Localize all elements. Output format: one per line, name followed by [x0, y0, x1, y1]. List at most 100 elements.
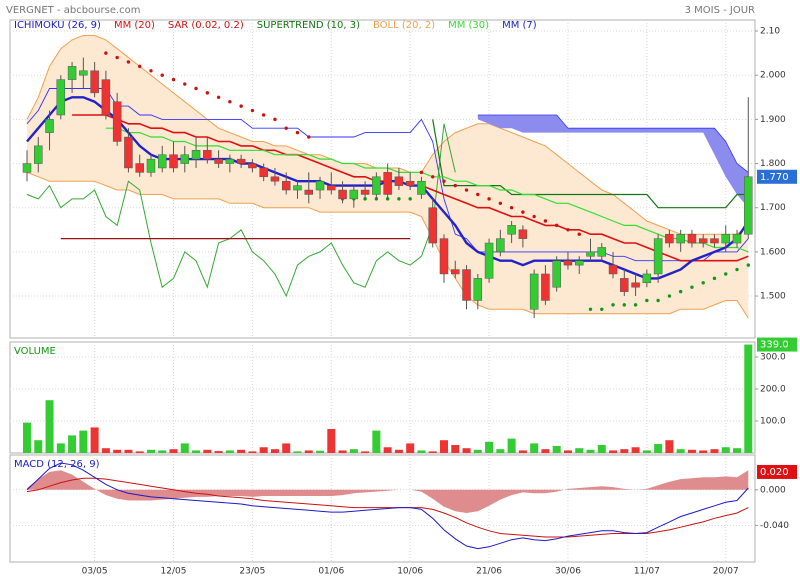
- sar-dot: [600, 307, 604, 311]
- candle-body: [428, 207, 437, 244]
- x-tick-label: 03/05: [82, 567, 108, 577]
- volume-bar: [530, 443, 539, 453]
- panel-frame: [9, 341, 756, 454]
- sar-dot: [442, 179, 446, 183]
- x-tick-label: 23/05: [239, 567, 265, 577]
- sar-dot: [261, 113, 266, 117]
- y-tick-label: 1.600: [760, 247, 786, 257]
- candle-body: [462, 269, 471, 301]
- candle-body: [417, 180, 426, 195]
- candle-body: [620, 278, 629, 292]
- sar-dot: [633, 303, 638, 307]
- candle-body: [541, 273, 550, 301]
- volume-bar: [383, 447, 392, 453]
- sar-dot: [588, 307, 593, 311]
- candle-body: [67, 66, 77, 80]
- volume-bar: [169, 449, 178, 453]
- sar-dot: [104, 51, 108, 55]
- candle-body: [349, 189, 359, 200]
- legend-entry: SUPERTREND (10, 3): [257, 20, 360, 31]
- volume-bar: [620, 449, 629, 453]
- volume-bar: [563, 450, 572, 453]
- candle-body: [586, 251, 595, 257]
- volume-bar: [146, 449, 155, 453]
- sar-dot: [138, 64, 142, 69]
- sar-dot: [149, 69, 153, 73]
- volume-bar: [473, 449, 482, 453]
- volume-bar: [101, 448, 110, 453]
- period-label: 3 MOIS - JOUR: [685, 5, 755, 16]
- candle-body: [608, 264, 618, 275]
- sar-dot: [735, 267, 739, 272]
- volume-bar: [439, 440, 448, 453]
- candle-body: [270, 176, 280, 182]
- sar-dot: [656, 298, 660, 303]
- x-tick-label: 11/07: [634, 567, 660, 577]
- volume-bar: [451, 445, 460, 453]
- sar-dot: [250, 108, 255, 113]
- sar-dot: [284, 126, 288, 130]
- volume-bar: [316, 450, 325, 453]
- volume-bar: [676, 449, 685, 453]
- volume-bar: [327, 429, 336, 453]
- volume-bar: [733, 448, 742, 453]
- candle-body: [631, 282, 640, 288]
- sar-dot: [307, 135, 311, 139]
- volume-bar: [158, 450, 167, 453]
- volume-bar: [79, 430, 88, 453]
- candle-body: [327, 185, 336, 191]
- candle-body: [79, 70, 88, 76]
- sar-dot: [712, 276, 717, 281]
- sar-dot: [476, 192, 480, 197]
- sar-dot: [690, 285, 694, 289]
- legend-entry: MM (20): [114, 20, 155, 31]
- candle-body: [687, 233, 697, 244]
- legend-entry: MM (30): [448, 20, 489, 31]
- candle-body: [22, 163, 32, 173]
- value-tag-label: 1.770: [760, 172, 789, 183]
- x-tick-label: 10/06: [397, 567, 423, 577]
- y-tick-label: 1.800: [760, 159, 786, 169]
- candle-body: [236, 158, 246, 164]
- volume-bar: [406, 443, 415, 453]
- candle-body: [496, 238, 505, 253]
- panel-title: VOLUME: [14, 346, 56, 357]
- ichimoku-cloud: [477, 115, 749, 208]
- sar-dot: [194, 86, 198, 91]
- candle-body: [721, 233, 730, 244]
- sar-dot: [543, 219, 548, 223]
- legend-entry: BOLL (20, 2): [373, 20, 435, 31]
- sar-dot: [183, 82, 187, 86]
- candle-body: [574, 260, 584, 266]
- candle-body: [710, 238, 719, 244]
- y-tick-label: 200.0: [760, 385, 786, 395]
- y-tick-label: 1.500: [760, 292, 786, 302]
- candle-body: [676, 233, 685, 244]
- sar-dot: [126, 60, 131, 64]
- x-tick-label: 21/06: [476, 567, 502, 577]
- candle-body: [124, 136, 133, 169]
- sar-dot: [622, 303, 627, 307]
- legend-entry: ICHIMOKU (26, 9): [14, 20, 101, 31]
- volume-bar: [507, 438, 516, 453]
- candle-body: [281, 180, 291, 191]
- candle-body: [304, 189, 313, 195]
- volume-bar: [225, 450, 234, 453]
- sar-dot: [509, 206, 514, 210]
- sar-dot: [746, 263, 750, 267]
- volume-bar: [485, 441, 494, 453]
- candle-body: [191, 150, 201, 160]
- sar-dot: [678, 289, 683, 294]
- volume-bar: [575, 448, 584, 453]
- sar-dot: [701, 281, 705, 285]
- candle-body: [518, 229, 528, 239]
- sar-dot: [611, 303, 615, 307]
- candle-body: [248, 163, 257, 169]
- volume-bar: [124, 449, 133, 453]
- candle-body: [698, 238, 708, 244]
- candle-body: [732, 233, 742, 244]
- candle-body: [203, 150, 212, 160]
- volume-bar: [665, 440, 674, 453]
- candle-body: [338, 189, 347, 200]
- ichimoku-line: [26, 88, 749, 262]
